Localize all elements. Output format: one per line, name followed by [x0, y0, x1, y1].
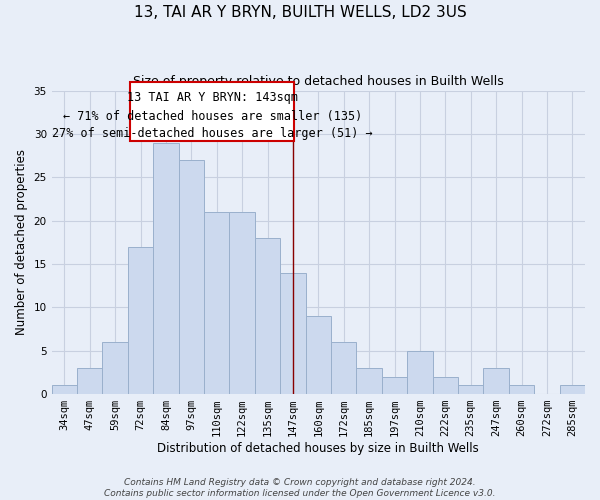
- Bar: [433, 376, 458, 394]
- Bar: [382, 376, 407, 394]
- Text: 13 TAI AR Y BRYN: 143sqm: 13 TAI AR Y BRYN: 143sqm: [127, 90, 298, 104]
- Bar: [255, 238, 280, 394]
- Text: ← 71% of detached houses are smaller (135): ← 71% of detached houses are smaller (13…: [62, 110, 362, 122]
- Text: 27% of semi-detached houses are larger (51) →: 27% of semi-detached houses are larger (…: [52, 127, 373, 140]
- Bar: [305, 316, 331, 394]
- Bar: [77, 368, 103, 394]
- Title: Size of property relative to detached houses in Builth Wells: Size of property relative to detached ho…: [133, 75, 504, 88]
- X-axis label: Distribution of detached houses by size in Builth Wells: Distribution of detached houses by size …: [157, 442, 479, 455]
- Y-axis label: Number of detached properties: Number of detached properties: [15, 150, 28, 336]
- Bar: [458, 386, 484, 394]
- Bar: [280, 272, 305, 394]
- Bar: [407, 350, 433, 394]
- Bar: [103, 342, 128, 394]
- Text: 13, TAI AR Y BRYN, BUILTH WELLS, LD2 3US: 13, TAI AR Y BRYN, BUILTH WELLS, LD2 3US: [134, 5, 466, 20]
- Text: Contains HM Land Registry data © Crown copyright and database right 2024.
Contai: Contains HM Land Registry data © Crown c…: [104, 478, 496, 498]
- Bar: [509, 386, 534, 394]
- Bar: [153, 142, 179, 394]
- Bar: [331, 342, 356, 394]
- Bar: [128, 246, 153, 394]
- Bar: [179, 160, 204, 394]
- Bar: [229, 212, 255, 394]
- Bar: [484, 368, 509, 394]
- Bar: [356, 368, 382, 394]
- Bar: [52, 386, 77, 394]
- Bar: [130, 82, 294, 141]
- Bar: [560, 386, 585, 394]
- Bar: [204, 212, 229, 394]
